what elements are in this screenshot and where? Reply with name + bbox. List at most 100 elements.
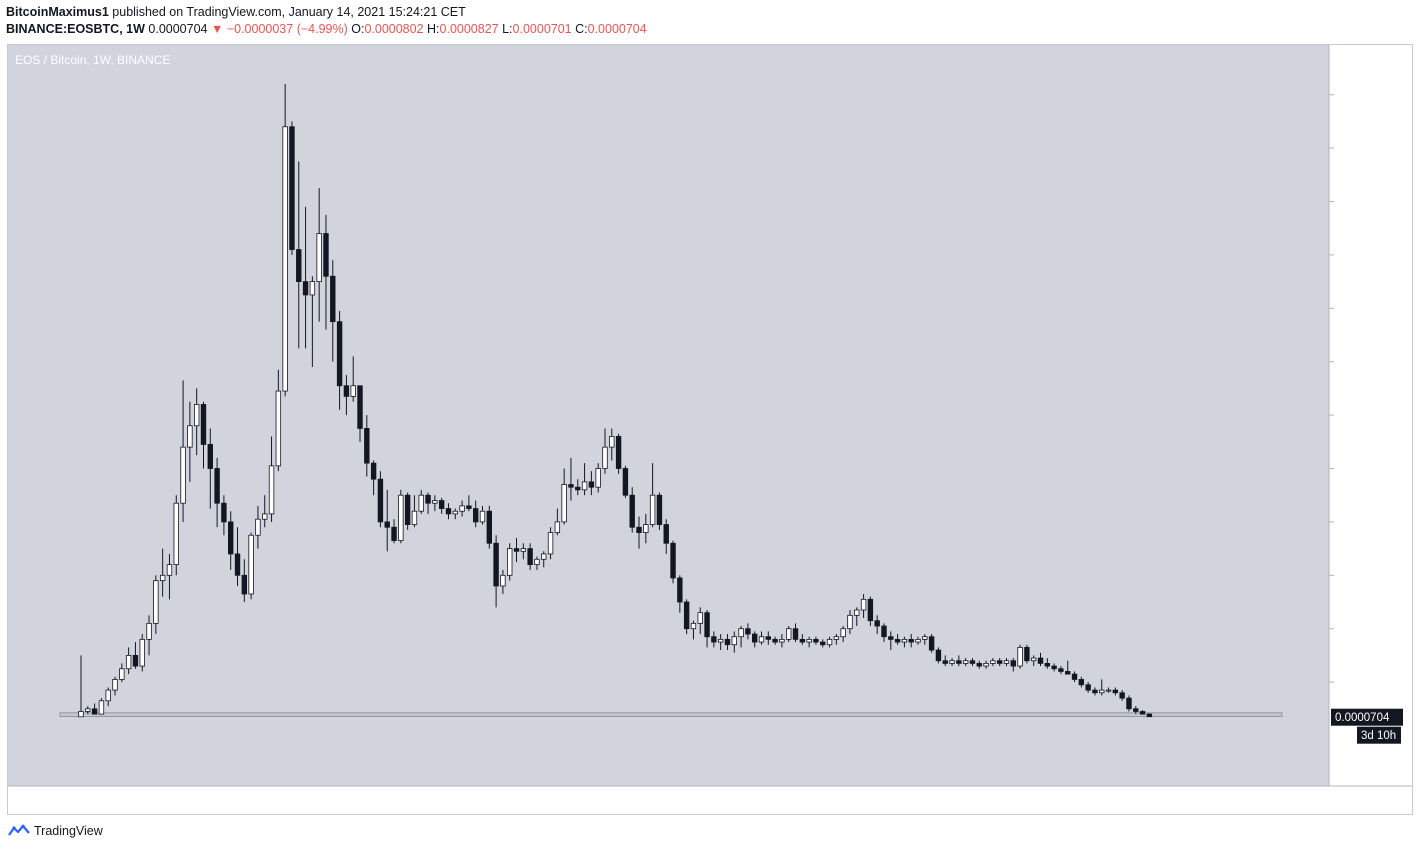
candle-body [949,660,955,664]
time-tick-label: Apr [593,796,610,808]
time-tick-label: Oct [778,796,795,808]
candle-body [166,564,173,576]
last-price: 0.0000704 [148,22,208,36]
candle-body [622,468,629,496]
candle-body [391,526,397,541]
time-tick-label: Jul [333,796,347,808]
candle-body [602,446,608,469]
candle-body [928,636,935,651]
candle-body [772,638,778,643]
candle-body [595,468,601,488]
price-tick-label: 0.0016000 [1340,303,1392,315]
candle-body [479,510,486,523]
candle-body [98,700,105,715]
candle-body [459,505,465,512]
symbol-label: BINANCE:EOSBTC, 1W [6,22,145,36]
candle-body [1099,689,1105,694]
candle-body [364,428,370,464]
candle-body [173,502,179,566]
countdown-badge-label: 3d 10h [1361,730,1396,742]
candle-body [132,655,139,667]
author-name[interactable]: BitcoinMaximus1 [6,5,109,19]
price-tick-label: 0.0006000 [1340,570,1392,582]
last-price-badge [1331,708,1403,726]
candle-body [915,638,921,643]
candle-body [486,510,492,544]
candle-body [221,502,227,523]
candle-body [976,663,982,667]
candle-body [513,548,520,552]
countdown-badge [1357,726,1401,744]
candle-body [1071,673,1078,680]
candle-body [615,436,622,469]
price-chart[interactable]: EOS / Bitcoin, 1W, BINANCE BTC 0.0024000… [8,45,1412,814]
candle-body [786,628,792,640]
candle-body [228,521,234,555]
last-price-badge-label: 0.0000704 [1335,712,1390,724]
price-tick-label: 0.0018000 [1340,250,1392,262]
candle-body [792,628,799,640]
footer-brand: TradingView [8,824,103,838]
price-tick-label: 0.0022000 [1340,143,1392,155]
candle-body [520,548,527,552]
candle-body [146,622,152,640]
candle-body [745,628,751,635]
candle-body [472,508,479,523]
candle-body [507,548,513,576]
low-value: 0.0000701 [512,22,572,36]
candle-body [125,655,132,670]
candle-body [922,636,928,640]
candle-body [1133,708,1139,712]
price-tick-label: 0.0004000 [1340,624,1392,636]
high-value: 0.0000827 [439,22,499,36]
candle-body [901,638,908,643]
candle-body [1092,689,1098,694]
candle-body [1146,713,1153,718]
time-tick-label: Jul [1044,796,1058,808]
candle-body [833,636,840,640]
candle-body [683,601,690,630]
candle-body [248,534,254,595]
price-tick-label: 0.0020000 [1340,197,1392,209]
candle-body [112,679,118,691]
candle-body [541,553,547,560]
price-tick-label-bottom: −0 [1346,754,1359,766]
candle-body [425,494,431,504]
time-tick-label: Apr [1307,796,1324,808]
candle-body [153,580,159,624]
candle-body [1058,668,1064,672]
candle-body [962,660,969,664]
candle-body [411,510,418,525]
candle-body [813,638,819,643]
candle-body [404,494,411,525]
candle-body [629,494,635,528]
ohlc-legend: BINANCE:EOSBTC, 1W 0.0000704 ▼ −0.000003… [6,22,647,36]
candle-body [139,638,145,667]
candle-body [438,500,445,509]
close-value: 0.0000704 [587,22,647,36]
candle-body [1105,689,1112,692]
candle-body [1065,671,1071,675]
support-zone [59,712,1283,718]
close-label: C: [575,22,588,36]
candle-body [1024,646,1030,662]
candle-body [1010,660,1016,667]
candle-body [996,660,1003,664]
candle-body [881,625,887,638]
time-tick-label: Jul [682,796,696,808]
candle-body [677,577,683,603]
candle-body [78,711,84,718]
candle-body [670,542,676,579]
candle-body [200,404,207,445]
candle-body [649,494,656,525]
candle-body [282,126,288,392]
candle-body [323,233,329,277]
price-axis[interactable]: 0.00240000.00220000.00200000.00180000.00… [1329,54,1403,766]
candle-body [758,636,765,643]
price-tick-label: 0.0002000 [1340,677,1392,689]
open-label: O: [351,22,365,36]
time-axis[interactable]: 9 2018 Apr Jul Oct 2019 Apr Jul Oct 2020 Apr Jul Oct… [77,796,1325,808]
footer-brand-text[interactable]: TradingView [34,824,103,838]
candle-body [180,446,186,504]
plot-area[interactable] [8,45,1329,786]
